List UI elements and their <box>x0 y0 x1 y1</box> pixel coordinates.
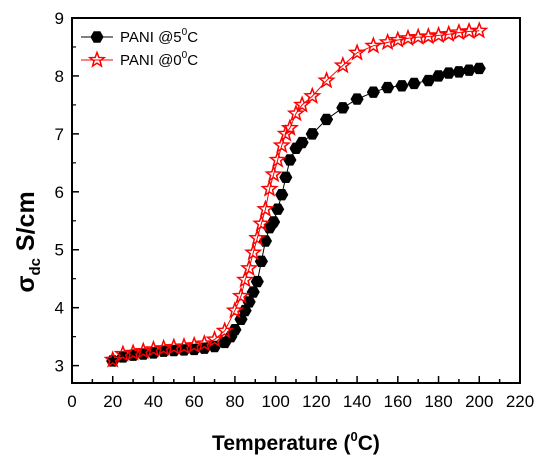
legend-label-series-1-sup: 0 <box>182 27 188 38</box>
x-tick-label-0: 0 <box>67 392 76 411</box>
series-2-point <box>215 321 234 339</box>
legend-label-series-2: PANI @00C <box>120 50 198 69</box>
x-tick-label-3: 60 <box>185 392 204 411</box>
legend-marker-series-2 <box>87 50 107 68</box>
y-tick-label-4: 7 <box>55 125 64 144</box>
y-tick-label-6: 9 <box>55 9 64 28</box>
series-2-point <box>225 300 245 319</box>
series-1-point <box>462 64 476 76</box>
series-2-point <box>244 243 263 261</box>
series-1-point <box>381 81 395 94</box>
x-tick-label-8: 160 <box>384 392 412 411</box>
series-1-point <box>366 86 380 98</box>
series-1-point <box>305 128 319 140</box>
series-1-point <box>279 171 293 184</box>
legend-label-series-1-name: PANI @5 <box>120 29 182 46</box>
legend: PANI @50C PANI @00C <box>81 27 198 69</box>
series-2-point <box>303 86 322 105</box>
series-1-point <box>407 77 421 90</box>
series-1-point <box>246 286 260 298</box>
series-1-point <box>472 62 486 75</box>
legend-marker-series-1 <box>90 31 104 43</box>
series-1-point <box>336 102 350 114</box>
legend-label-series-2-name: PANI @0 <box>120 52 182 69</box>
x-tick-label-11: 220 <box>506 392 534 411</box>
series-2-point <box>347 43 367 61</box>
series-1-point <box>442 67 456 79</box>
series-1-point <box>452 66 466 78</box>
series-1-point <box>258 235 273 247</box>
series-2-point <box>364 36 383 54</box>
ticks-group <box>71 17 521 383</box>
series-1-point <box>283 154 297 166</box>
y-tick-label-2: 5 <box>55 241 64 260</box>
series-1-point <box>267 216 281 228</box>
series-2-point <box>470 21 489 39</box>
legend-label-series-2-sup: 0 <box>182 50 188 61</box>
series-2-point <box>333 55 353 74</box>
series-2-point <box>103 350 122 368</box>
series-2-point <box>317 70 336 89</box>
y-tick-label-3: 6 <box>55 183 64 202</box>
series-2-point <box>256 199 275 217</box>
series-2-point <box>231 286 251 304</box>
series-1-point <box>250 275 264 288</box>
series-2-point <box>260 179 279 197</box>
y-tick-label-5: 8 <box>55 67 64 86</box>
x-axis-title-sup: 0 <box>351 429 358 444</box>
series-2-point <box>248 228 267 246</box>
y-tick-label-1: 4 <box>55 299 64 318</box>
series-1-point <box>350 93 364 105</box>
legend-label-series-2-end: C <box>187 52 198 69</box>
legend-label-series-1-end: C <box>187 29 198 46</box>
y-axis-title-sigma: σ <box>12 276 40 293</box>
x-axis-title: Temperature (0C) <box>212 429 380 455</box>
series-2-point <box>264 164 283 183</box>
legend-label-series-1: PANI @50C <box>120 27 198 46</box>
legend-star-marker <box>87 50 107 68</box>
series-2-point <box>235 270 255 288</box>
series-1-point <box>395 80 409 92</box>
x-tick-label-10: 200 <box>465 392 493 411</box>
series-2-point <box>272 135 291 154</box>
series-2-point <box>286 103 306 122</box>
series-2-point <box>268 150 287 168</box>
series-markers-group <box>103 21 489 368</box>
series-1-point <box>319 113 334 126</box>
x-tick-label-1: 20 <box>103 392 122 411</box>
x-tick-label-7: 140 <box>343 392 371 411</box>
series-1-point <box>275 189 289 201</box>
tick-labels-group: 0 20 40 60 80 100 120 140 160 180 200 220 3 4 5 6 7 8 9 <box>55 9 535 411</box>
y-tick-label-0: 3 <box>55 357 64 376</box>
x-axis-title-end: C) <box>358 432 380 455</box>
series-1-point <box>271 203 285 215</box>
x-tick-label-6: 120 <box>302 392 330 411</box>
legend-hexagon-marker <box>90 31 104 43</box>
y-axis-title-sub: dc <box>27 258 44 276</box>
x-tick-label-9: 180 <box>424 392 452 411</box>
series-2-point <box>280 118 300 136</box>
series-1-point <box>421 74 435 87</box>
series-1-point <box>431 70 446 82</box>
series-2-point <box>252 214 271 232</box>
x-tick-label-4: 80 <box>225 392 244 411</box>
y-axis-title-unit: S/cm <box>12 191 40 258</box>
series-1-point <box>295 136 309 149</box>
y-axis-title: σdc S/cm <box>12 191 44 292</box>
x-tick-label-5: 100 <box>261 392 289 411</box>
x-tick-label-2: 40 <box>144 392 163 411</box>
series-2-point <box>239 258 259 277</box>
series-2-point <box>195 333 214 352</box>
x-axis-title-text: Temperature ( <box>212 432 350 455</box>
